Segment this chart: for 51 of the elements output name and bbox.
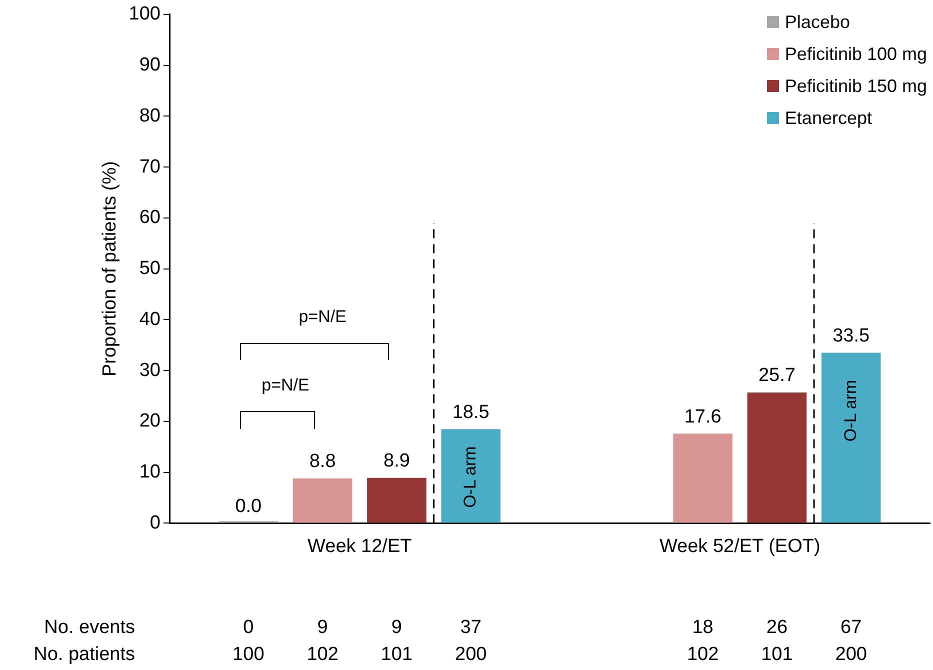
- bar: [673, 434, 732, 523]
- text: 9: [317, 617, 328, 638]
- annotation: O-L arm: [460, 446, 480, 508]
- y-tick-label: 80: [139, 105, 160, 126]
- annotation: p=N/E: [262, 376, 310, 395]
- text: 100: [232, 644, 264, 666]
- bar: [367, 478, 426, 523]
- bar: [821, 352, 881, 523]
- y-tick-label: 70: [139, 156, 160, 178]
- legend-label: Etanercept: [784, 108, 872, 128]
- data-label: 8.8: [309, 451, 336, 472]
- text: 26: [766, 617, 788, 638]
- y-tick-label: 90: [139, 54, 160, 76]
- legend-label: Placebo: [784, 12, 850, 32]
- y-tick-label: 60: [139, 207, 160, 228]
- text: No. events: [44, 617, 135, 638]
- y-tick-label: 30: [139, 360, 160, 381]
- text: 0: [243, 617, 254, 638]
- text: 37: [460, 617, 482, 638]
- bar: [292, 478, 352, 523]
- y-tick-label: 20: [139, 410, 160, 432]
- text: 9: [391, 617, 402, 638]
- y-tick-label: 40: [139, 308, 160, 330]
- y-tick-label: 100: [128, 4, 160, 25]
- text: 102: [306, 644, 338, 666]
- data-label: 17.6: [684, 406, 722, 428]
- y-tick-label: 10: [139, 462, 160, 483]
- text: 67: [840, 617, 862, 638]
- y-axis-title: Proportion of patients (%): [100, 161, 121, 377]
- y-tick-label: 0: [150, 512, 160, 534]
- data-label: 33.5: [832, 325, 870, 346]
- text: 101: [380, 644, 413, 666]
- data-label: 18.5: [452, 402, 490, 423]
- bar: [441, 429, 501, 523]
- annotation: p=N/E: [298, 306, 346, 326]
- data-label: 0.0: [235, 496, 262, 517]
- text: 102: [686, 644, 719, 666]
- y-tick-label: 50: [139, 258, 160, 280]
- text: 200: [835, 644, 867, 666]
- legend-label: Peficitinib 100 mg: [784, 44, 927, 64]
- text: No. patients: [34, 644, 135, 666]
- data-label: 25.7: [758, 365, 796, 386]
- text: 200: [454, 644, 487, 666]
- bar: [747, 392, 807, 523]
- x-tick-label: Week 12/ET: [308, 536, 412, 557]
- legend-label: Peficitinib 150 mg: [784, 76, 927, 96]
- annotation: O-L arm: [840, 380, 860, 442]
- text: 18: [692, 617, 714, 638]
- text: 101: [761, 644, 793, 666]
- data-label: 8.9: [383, 450, 410, 472]
- x-tick-label: Week 52/ET (EOT): [659, 536, 820, 557]
